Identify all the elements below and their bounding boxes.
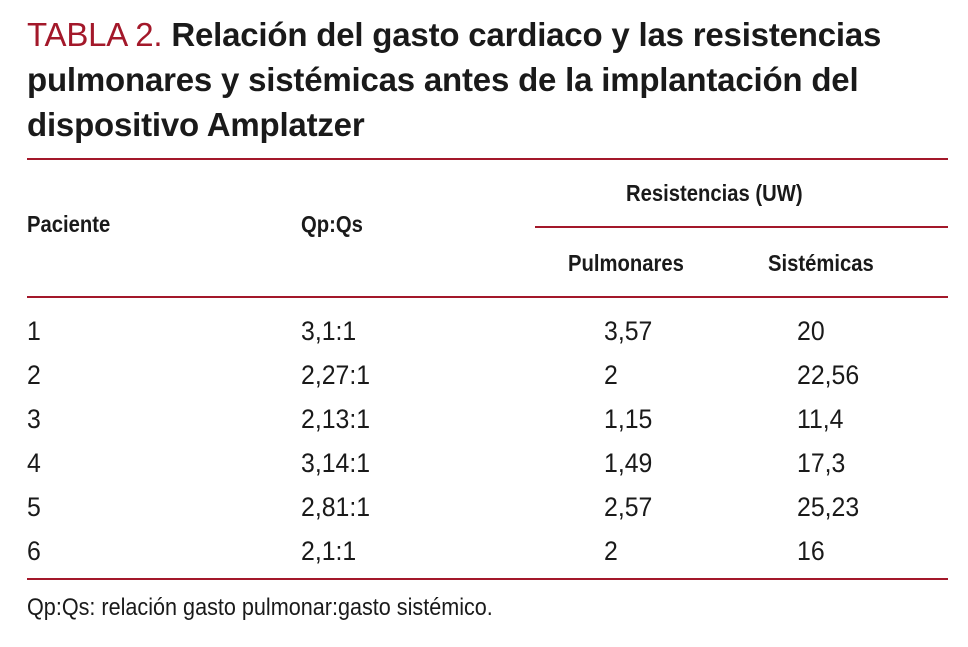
cell-sistemicas: 17,3 [797, 448, 846, 478]
cell-qpqs: 2,1:1 [301, 536, 357, 566]
cell-pulmonares: 3,57 [604, 316, 653, 346]
cell-pulmonares: 2 [604, 536, 618, 566]
table-label: TABLA 2. [27, 16, 163, 53]
cell-pulmonares: 1,15 [604, 404, 653, 434]
top-rule [27, 158, 948, 160]
cell-qpqs: 2,81:1 [301, 492, 371, 522]
cell-paciente: 4 [27, 448, 41, 478]
cell-qpqs: 2,27:1 [301, 360, 371, 390]
cell-paciente: 6 [27, 536, 41, 566]
cell-sistemicas: 16 [797, 536, 825, 566]
header-rule [27, 296, 948, 298]
cell-paciente: 5 [27, 492, 41, 522]
cell-paciente: 2 [27, 360, 41, 390]
cell-pulmonares: 1,49 [604, 448, 653, 478]
header-paciente: Paciente [27, 211, 111, 237]
cell-qpqs: 3,14:1 [301, 448, 371, 478]
table-caption: Relación del gasto cardiaco y las resist… [27, 16, 882, 143]
cell-pulmonares: 2,57 [604, 492, 653, 522]
header-pulmonares: Pulmonares [568, 250, 684, 276]
bottom-rule [27, 578, 948, 580]
header-sistemicas: Sistémicas [768, 250, 874, 276]
cell-paciente: 1 [27, 316, 41, 346]
cell-qpqs: 2,13:1 [301, 404, 371, 434]
cell-sistemicas: 20 [797, 316, 825, 346]
cell-sistemicas: 11,4 [797, 404, 844, 434]
table-footnote: Qp:Qs: relación gasto pulmonar:gasto sis… [27, 594, 493, 621]
table-title: TABLA 2. Relación del gasto cardiaco y l… [27, 12, 947, 147]
cell-qpqs: 3,1:1 [301, 316, 357, 346]
cell-sistemicas: 22,56 [797, 360, 860, 390]
resistencias-rule [535, 226, 948, 228]
cell-pulmonares: 2 [604, 360, 618, 390]
cell-paciente: 3 [27, 404, 41, 434]
header-qpqs: Qp:Qs [301, 211, 363, 237]
header-resistencias: Resistencias (UW) [626, 180, 803, 206]
cell-sistemicas: 25,23 [797, 492, 860, 522]
